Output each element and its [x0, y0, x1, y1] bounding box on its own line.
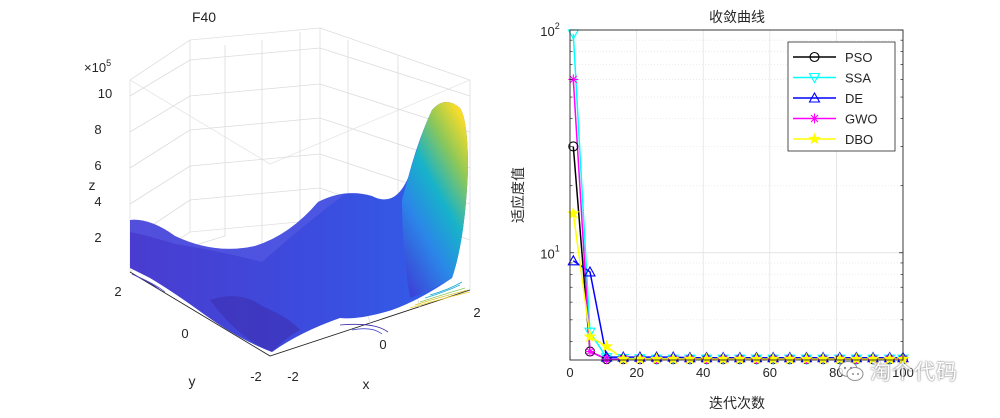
x-tick-label: 100 — [892, 365, 914, 380]
data-point-de — [567, 254, 580, 266]
data-point-dbo — [633, 352, 647, 365]
legend-label-dbo: DBO — [845, 132, 873, 147]
data-point-dbo — [700, 352, 713, 365]
data-point-dbo — [666, 352, 680, 365]
data-point-dbo — [866, 352, 880, 365]
y-tick-label: 101 — [540, 244, 559, 262]
data-point-dbo — [766, 352, 780, 365]
wechat-icon — [838, 361, 864, 381]
data-point-gwo — [568, 74, 579, 85]
legend-label-ssa: SSA — [845, 71, 871, 86]
data-point-dbo — [833, 352, 847, 365]
x-tick-label: 40 — [696, 365, 710, 380]
surface-title: F40 — [192, 9, 216, 25]
y-tick-label: 0 — [181, 326, 188, 341]
y-tick-label: -2 — [250, 369, 262, 384]
legend-marker-de — [808, 91, 821, 103]
data-point-pso — [568, 141, 579, 152]
surface-plot: F40 — [84, 9, 481, 392]
data-point-dbo — [800, 352, 813, 365]
z-tick-label: 6 — [94, 158, 101, 173]
x-tick-label: -2 — [287, 369, 299, 384]
data-point-dbo — [783, 352, 797, 365]
z-tick-label: 10 — [98, 86, 112, 101]
data-point-dbo — [650, 352, 663, 365]
y-axis-label: y — [189, 373, 196, 389]
data-point-dbo — [616, 352, 630, 365]
data-point-dbo — [566, 206, 580, 219]
x-tick-label: 60 — [763, 365, 777, 380]
data-point-dbo — [733, 352, 747, 365]
convergence-y-label: 适应度值 — [510, 167, 527, 223]
x-tick-label: 20 — [629, 365, 643, 380]
data-point-de — [584, 265, 596, 277]
x-tick-label: 2 — [473, 305, 480, 320]
data-point-dbo — [716, 352, 730, 365]
legend-marker-pso — [809, 51, 820, 63]
data-point-gwo — [601, 354, 612, 365]
data-point-dbo — [816, 352, 830, 365]
data-point-dbo — [849, 352, 863, 365]
data-point-dbo — [750, 352, 763, 365]
watermark: 淘个代码 — [838, 356, 958, 386]
y-axis: 2 0 -2 y — [114, 284, 261, 389]
legend-label-gwo: GWO — [845, 112, 878, 127]
data-point-dbo — [883, 352, 897, 365]
z-tick-label: 2 — [94, 230, 101, 245]
legend-label-de: DE — [845, 91, 863, 106]
y-ticks: 101 102 — [540, 21, 903, 342]
legend-label-pso: PSO — [845, 50, 872, 65]
legend-marker-dbo — [808, 132, 821, 145]
legend: PSO SSA DE GWO DBO — [787, 41, 896, 152]
data-point-ssa — [600, 353, 613, 364]
data-point-dbo — [600, 339, 613, 352]
y-tick-label: 102 — [540, 21, 559, 39]
x-ticks: 0 20 40 60 80 100 — [566, 356, 914, 380]
z-axis: 2 4 6 8 10 ×105 z — [84, 58, 112, 245]
z-axis-label: z — [89, 177, 96, 193]
data-point-dbo — [683, 352, 697, 365]
data-point-ssa — [584, 327, 596, 339]
surface-mesh — [130, 101, 468, 352]
data-point-gwo — [584, 346, 595, 357]
floor-contours — [131, 273, 471, 335]
legend-marker-gwo — [809, 113, 820, 124]
x-tick-label: 0 — [566, 365, 573, 380]
z-tick-label: 8 — [94, 122, 101, 137]
plot-box — [569, 29, 904, 361]
y-tick-label: 2 — [114, 284, 121, 299]
z-tick-label: 4 — [94, 194, 101, 209]
z-exponent-label: ×105 — [84, 58, 111, 75]
watermark-text: 淘个代码 — [870, 360, 958, 384]
legend-box — [787, 41, 896, 152]
data-point-dbo — [583, 330, 597, 343]
x-tick-label: 0 — [379, 337, 386, 352]
legend-marker-ssa — [808, 72, 821, 84]
x-axis: -2 0 2 x — [287, 305, 480, 392]
convergence-x-label: 迭代次数 — [709, 396, 765, 412]
x-axis-label: x — [363, 376, 370, 392]
convergence-title: 收敛曲线 — [709, 10, 765, 26]
series-markers — [566, 29, 910, 366]
